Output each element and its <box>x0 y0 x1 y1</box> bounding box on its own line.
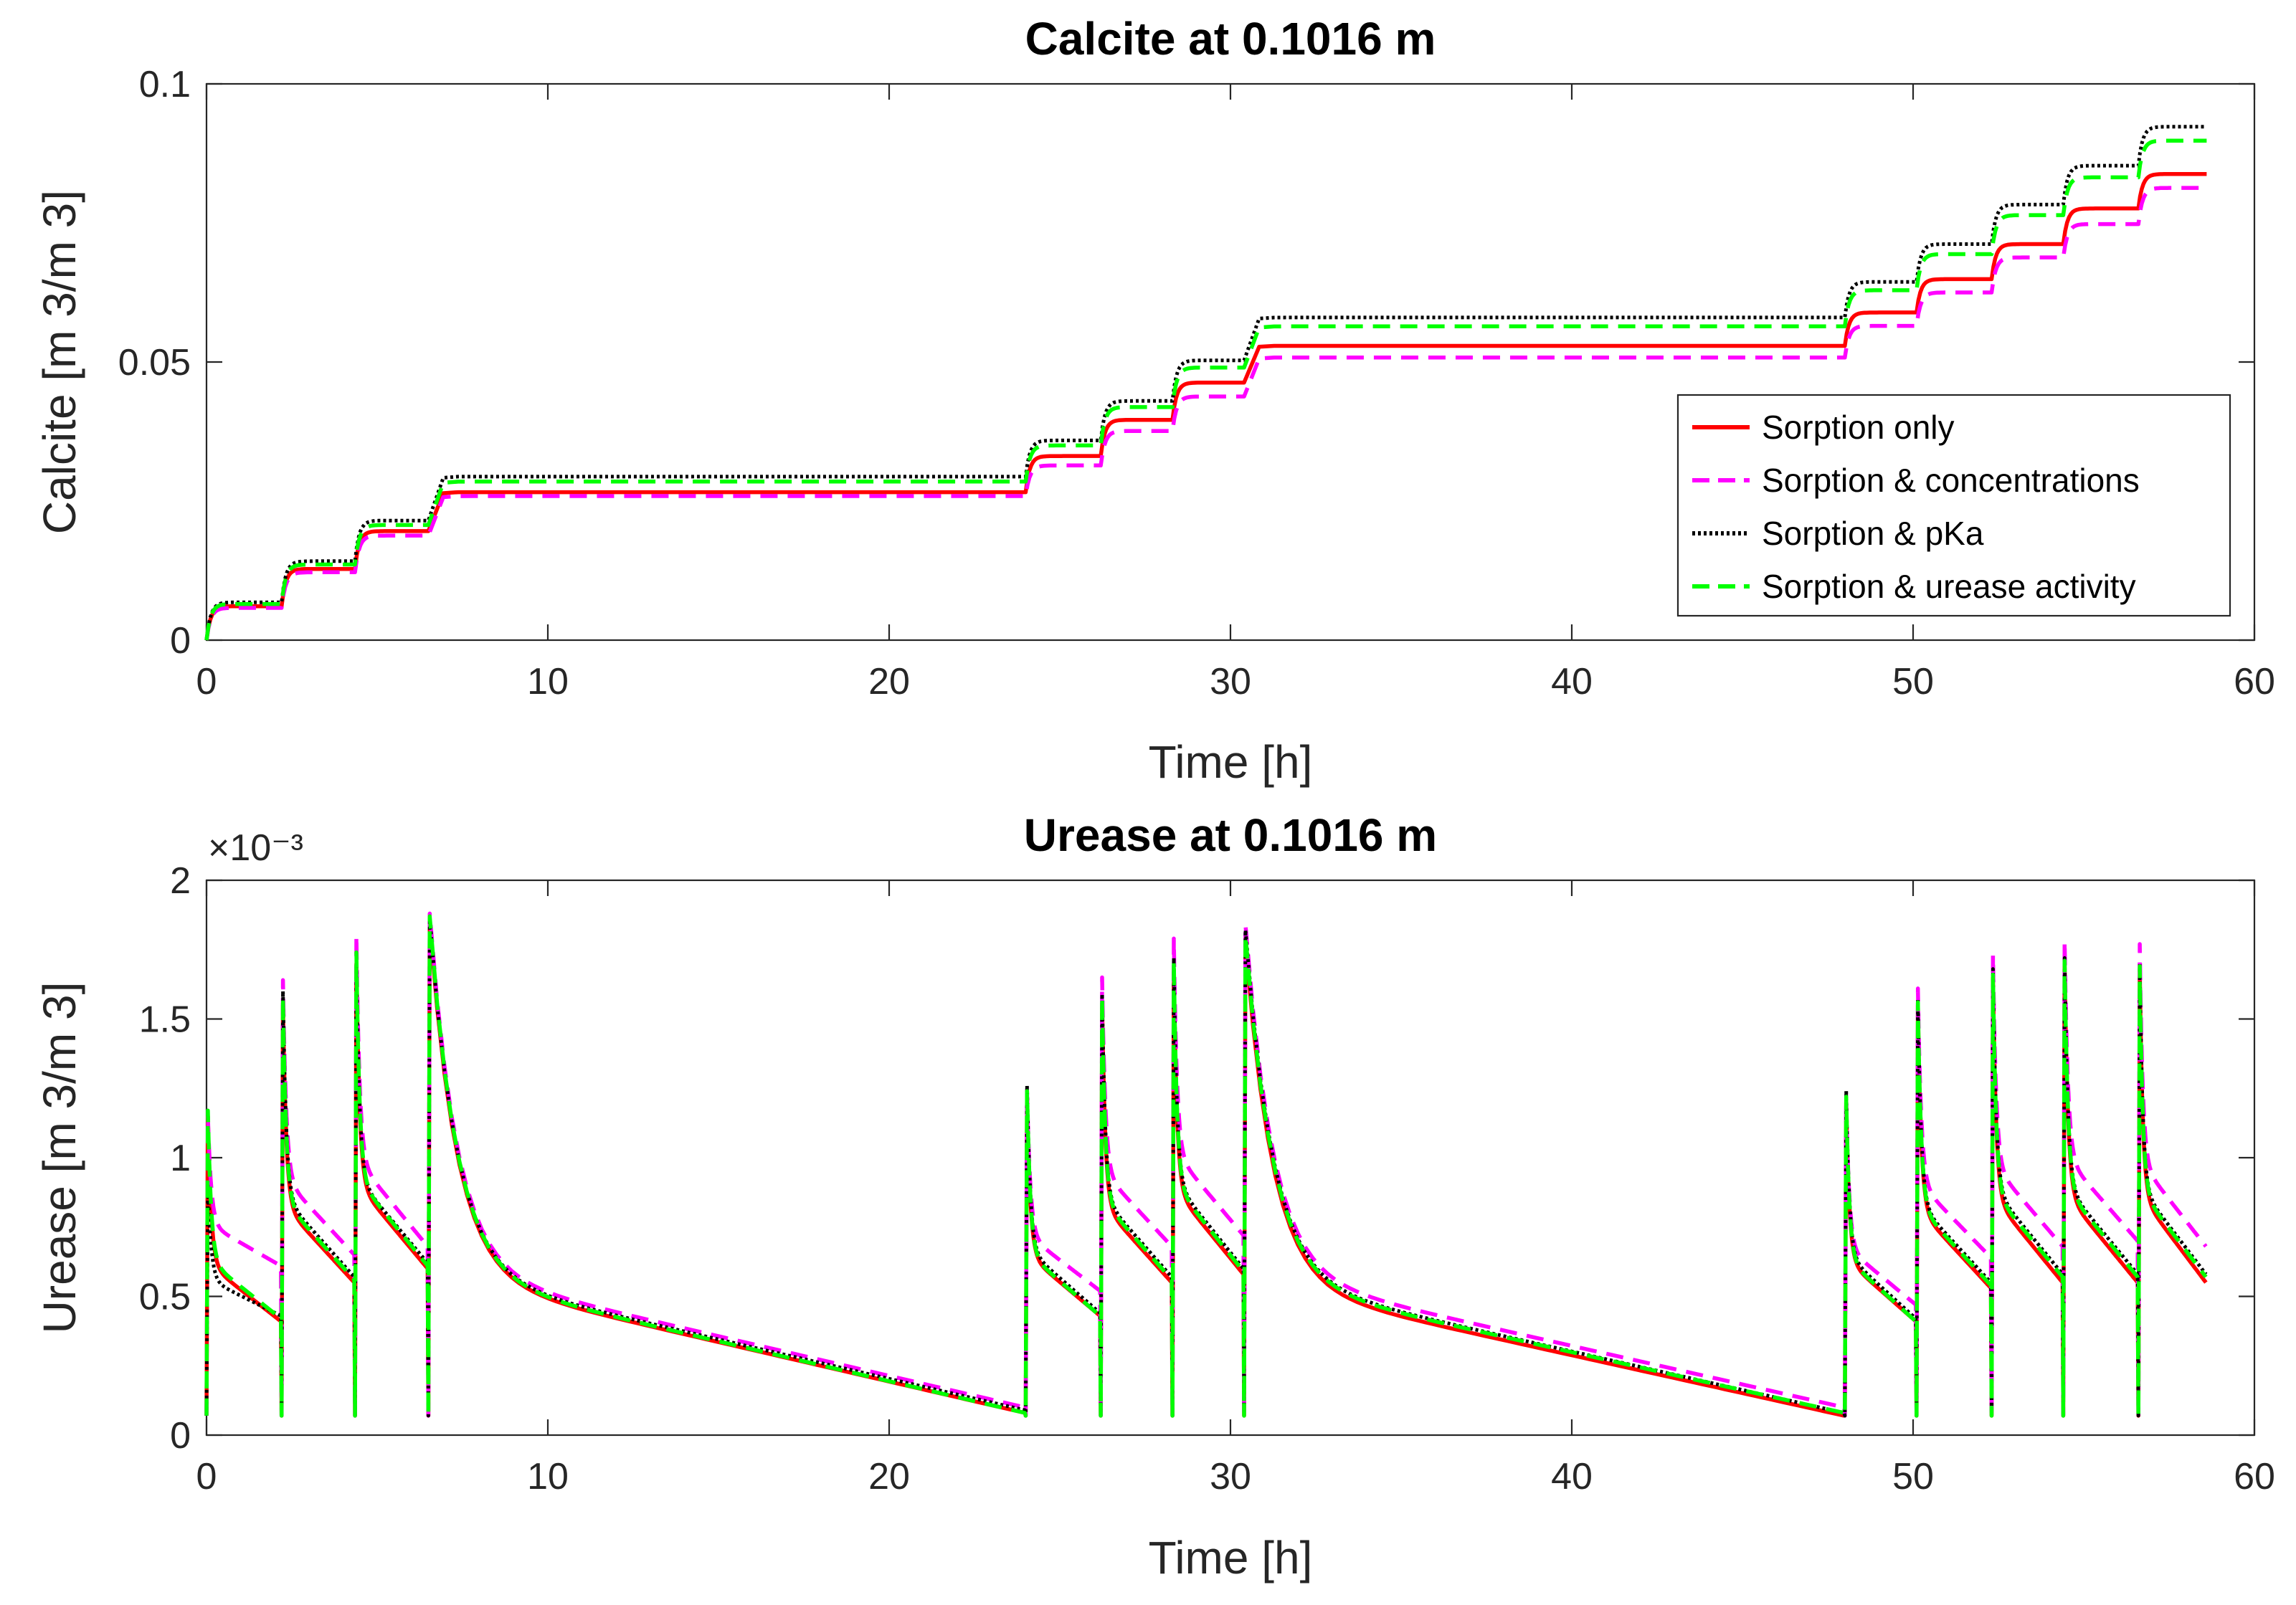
urease-y-tick-label: 1 <box>170 1138 191 1179</box>
urease-y-tick-label: 1.5 <box>139 999 191 1041</box>
calcite-x-tick-label: 20 <box>868 661 910 703</box>
urease-y-tick-label: 2 <box>170 860 191 902</box>
urease-series-sorption-urease-activity <box>204 914 2208 1418</box>
calcite-chart: 0 10 20 30 40 50 60 0 0.05 0.1 Calcite at 0.1016 … <box>34 13 2275 788</box>
calcite-y-tick-label: 0.05 <box>118 342 191 384</box>
calcite-x-tick-label: 10 <box>527 661 569 703</box>
legend-label-sorption-concentrations: Sorption & concentrations <box>1762 462 2140 499</box>
urease-y-axis-label: Urease [m 3/m 3] <box>34 982 85 1334</box>
urease-series-sorption-concentrations <box>204 911 2208 1418</box>
urease-x-axis-label: Time [h] <box>1149 1532 1313 1583</box>
urease-x-tick-label: 50 <box>1892 1456 1934 1497</box>
calcite-legend: Sorption only Sorption & concentrations … <box>1676 394 2231 617</box>
calcite-x-tick-label: 0 <box>196 661 217 703</box>
urease-x-tick-label: 0 <box>196 1456 217 1497</box>
urease-x-tick-label: 10 <box>527 1456 569 1497</box>
urease-y-scale-exponent: ×10⁻³ <box>208 827 303 869</box>
urease-ticks: 0 10 20 30 40 50 60 0 0.5 1 1.5 2 <box>139 860 2275 1497</box>
calcite-x-tick-label: 60 <box>2234 661 2275 703</box>
urease-x-tick-label: 60 <box>2234 1456 2275 1497</box>
legend-box <box>1676 394 2231 617</box>
calcite-x-tick-label: 40 <box>1551 661 1593 703</box>
urease-y-tick-label: 0.5 <box>139 1277 191 1318</box>
urease-y-tick-label: 0 <box>170 1415 191 1457</box>
calcite-series-sorption-pka <box>204 125 2207 641</box>
calcite-x-tick-label: 30 <box>1210 661 1251 703</box>
urease-x-tick-label: 40 <box>1551 1456 1593 1497</box>
calcite-x-axis-label: Time [h] <box>1149 736 1313 788</box>
calcite-ticks: 0 10 20 30 40 50 60 0 0.05 0.1 <box>118 64 2275 703</box>
calcite-y-tick-label: 0 <box>170 620 191 662</box>
calcite-y-tick-label: 0.1 <box>139 64 191 105</box>
legend-label-sorption-pka: Sorption & pKa <box>1762 515 1984 552</box>
urease-x-tick-label: 20 <box>868 1456 910 1497</box>
calcite-series-sorption-only <box>204 171 2207 641</box>
urease-chart: 0 10 20 30 40 50 60 0 0.5 1 1.5 2 Urease at 0.1016 … <box>34 809 2275 1583</box>
urease-plot-area <box>205 879 2256 1437</box>
legend-label-sorption-only: Sorption only <box>1762 409 1955 446</box>
legend-label-sorption-urease-activity: Sorption & urease activity <box>1762 568 2136 605</box>
urease-title: Urease at 0.1016 m <box>1024 809 1437 861</box>
urease-series-lines <box>204 911 2208 1418</box>
calcite-series-sorption-concentrations <box>204 186 2207 641</box>
calcite-title: Calcite at 0.1016 m <box>1025 13 1436 65</box>
calcite-x-tick-label: 50 <box>1892 661 1934 703</box>
calcite-series-lines <box>204 125 2207 641</box>
urease-x-tick-label: 30 <box>1210 1456 1251 1497</box>
urease-series-sorption-only <box>204 920 2208 1418</box>
calcite-y-axis-label: Calcite [m 3/m 3] <box>34 190 85 534</box>
